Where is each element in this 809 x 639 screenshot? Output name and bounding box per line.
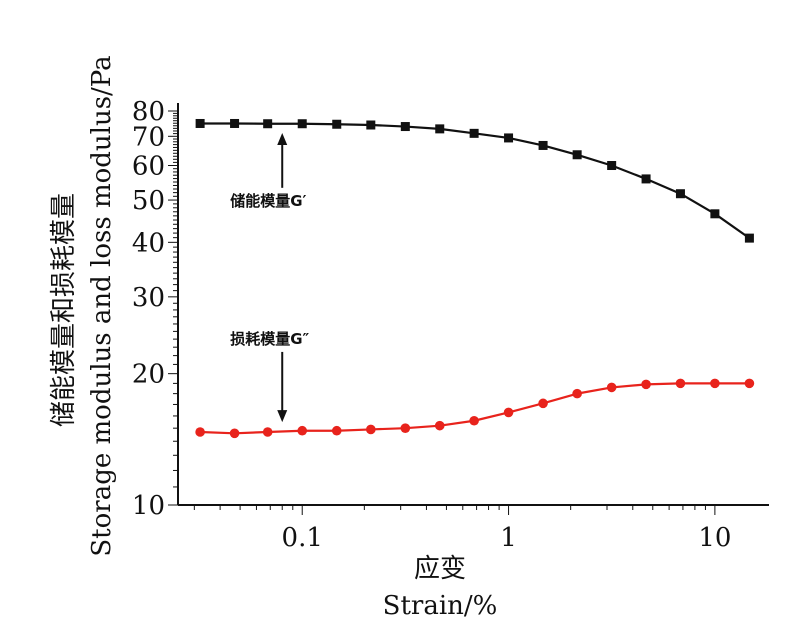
data-point: [195, 118, 205, 128]
data-point: [675, 189, 685, 199]
x-axis-title-en: Strain/%: [383, 591, 498, 621]
annotation-label: 储能模量G′: [230, 192, 306, 210]
annotation-2: 损耗模量G″: [230, 330, 310, 423]
data-point: [744, 378, 755, 389]
data-point: [400, 122, 410, 132]
y-tick-label: 60: [132, 152, 165, 182]
data-point: [469, 128, 479, 138]
y-tick-label: 10: [132, 491, 165, 521]
series-2: [195, 378, 755, 439]
x-axis-title-cn: 应变: [414, 554, 466, 584]
x-tick-label: 0.1: [282, 523, 323, 553]
data-point: [710, 378, 720, 389]
series-layer: [195, 118, 755, 439]
data-point: [434, 420, 445, 431]
annotation-arrow-head: [277, 410, 288, 423]
data-point: [538, 398, 548, 409]
annotation-layer: 储能模量G′ 损耗模量G″: [230, 133, 310, 423]
y-tick-label: 30: [132, 283, 165, 313]
data-point: [366, 424, 376, 435]
data-point: [195, 427, 205, 437]
y-tick-label: 40: [132, 228, 165, 258]
y-axis-title-cn: 储能模量和损耗模量: [49, 193, 79, 427]
data-point: [262, 427, 273, 437]
data-point: [435, 124, 445, 134]
data-point: [710, 209, 720, 219]
series-1: [195, 118, 754, 243]
data-point: [641, 379, 651, 390]
data-point: [332, 119, 342, 129]
y-axis-title-en: Storage modulus and loss modulus/Pa: [87, 55, 117, 556]
data-point: [366, 120, 376, 130]
y-tick-label: 20: [132, 360, 165, 390]
annotation-label: 损耗模量G″: [230, 330, 309, 348]
y-tick-label: 70: [132, 122, 165, 152]
data-point: [607, 161, 617, 171]
data-point: [229, 428, 240, 439]
data-point: [744, 233, 754, 243]
data-point: [469, 415, 479, 426]
x-tick-label: 10: [698, 523, 731, 553]
data-point: [572, 388, 582, 399]
data-point: [331, 425, 342, 436]
x-tick-label: 1: [500, 523, 517, 553]
data-point: [504, 133, 514, 143]
data-point: [297, 425, 308, 436]
data-point: [230, 118, 240, 128]
annotation-arrow-head: [277, 133, 288, 146]
data-point: [641, 174, 651, 184]
data-point: [606, 382, 617, 393]
y-tick-label: 80: [132, 97, 165, 127]
data-point: [538, 140, 548, 150]
data-point: [503, 407, 514, 418]
y-tick-label: 50: [132, 186, 165, 216]
annotation-1: 储能模量G′: [230, 133, 307, 210]
data-point: [297, 119, 307, 129]
data-point: [675, 378, 686, 389]
data-point: [263, 119, 273, 129]
data-point: [572, 150, 582, 160]
data-point: [400, 423, 411, 433]
